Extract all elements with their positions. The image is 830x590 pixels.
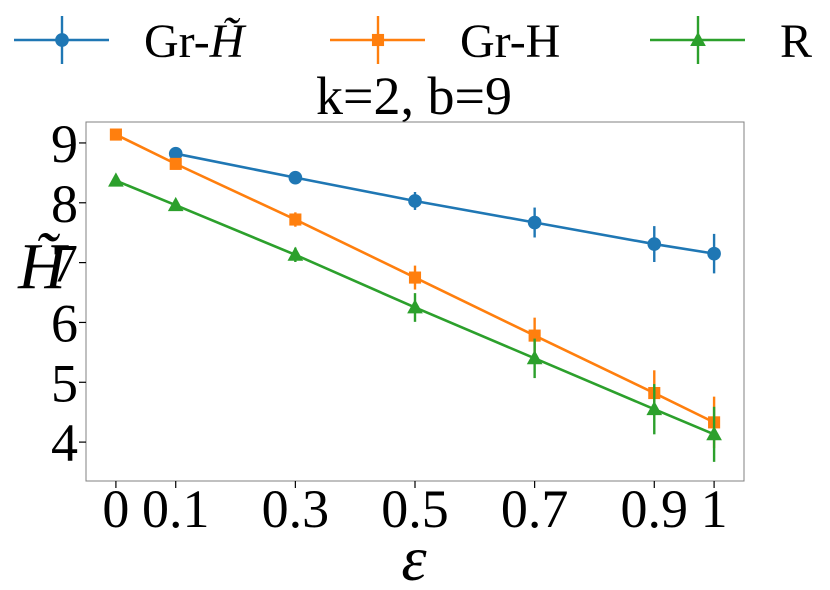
legend-marker bbox=[371, 33, 385, 47]
x-tick-label: 1 bbox=[701, 479, 728, 539]
data-point bbox=[408, 271, 422, 284]
data-point bbox=[706, 426, 722, 441]
legend-marker bbox=[55, 33, 69, 47]
series-0 bbox=[168, 146, 721, 274]
legend-label: R bbox=[780, 15, 812, 68]
legend: Gr-H̃ Gr-H R bbox=[14, 15, 812, 68]
data-point bbox=[646, 400, 663, 416]
legend-label: Gr-H̃ bbox=[144, 15, 247, 68]
y-tick-label: 4 bbox=[51, 413, 78, 473]
x-tick-label: 0.1 bbox=[142, 479, 210, 539]
y-tick-label: 6 bbox=[51, 293, 78, 353]
legend-item-1: Gr-H bbox=[330, 15, 560, 68]
series-line bbox=[175, 152, 715, 255]
data-point bbox=[287, 246, 304, 261]
data-point bbox=[526, 350, 543, 365]
y-tick-label: 9 bbox=[51, 114, 78, 174]
y-axis-label: H̃ bbox=[17, 230, 69, 303]
data-point bbox=[169, 157, 182, 170]
data-point bbox=[109, 128, 122, 141]
data-point bbox=[407, 299, 423, 314]
legend-marker bbox=[690, 31, 706, 46]
data-point bbox=[168, 146, 183, 161]
x-tick-label: 0.7 bbox=[501, 479, 569, 539]
x-tick-label: 0.9 bbox=[621, 479, 689, 539]
x-tick-label: 0.5 bbox=[381, 479, 449, 539]
y-tick-label: 8 bbox=[51, 174, 78, 234]
series-1 bbox=[109, 128, 721, 449]
data-point bbox=[707, 246, 721, 261]
x-tick-label: 0 bbox=[102, 479, 129, 539]
y-tick-label: 7 bbox=[51, 234, 78, 294]
series-2 bbox=[108, 172, 722, 462]
chart-title: k=2, b=9 bbox=[316, 66, 512, 126]
data-point bbox=[108, 172, 124, 187]
data-point bbox=[289, 213, 302, 226]
x-axis-label: ε bbox=[401, 523, 427, 590]
legend-label: Gr-H bbox=[460, 15, 560, 68]
data-point bbox=[527, 215, 542, 230]
series-layer bbox=[108, 128, 722, 462]
legend-item-2: R bbox=[650, 15, 812, 68]
data-point bbox=[288, 170, 303, 185]
x-tick-label: 0.3 bbox=[262, 479, 330, 539]
data-point bbox=[167, 196, 184, 212]
data-point bbox=[408, 194, 422, 208]
data-point bbox=[647, 237, 662, 251]
y-tick-label: 5 bbox=[51, 353, 78, 413]
data-point bbox=[528, 329, 541, 342]
legend-item-0: Gr-H̃ bbox=[14, 15, 247, 68]
